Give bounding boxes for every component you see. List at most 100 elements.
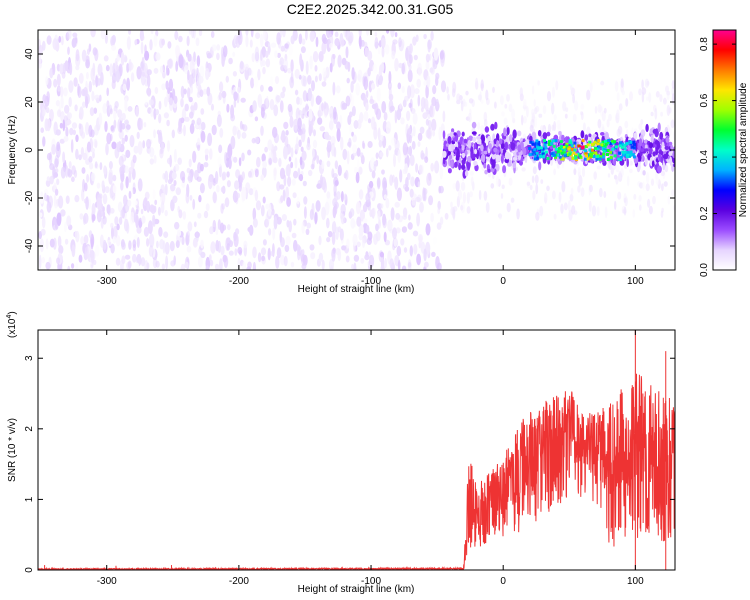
heatmap-cell xyxy=(447,93,450,101)
heatmap-cell xyxy=(642,170,646,176)
heatmap-cell xyxy=(270,250,275,257)
heatmap-cell xyxy=(375,108,382,120)
heatmap-cell xyxy=(74,194,80,203)
heatmap-cell xyxy=(438,126,442,141)
heatmap-cell xyxy=(389,258,394,269)
heatmap-cell xyxy=(188,30,192,35)
heatmap-cell xyxy=(463,138,468,144)
heatmap-cell xyxy=(373,233,378,245)
heatmap-cell xyxy=(506,202,511,213)
heatmap-cell xyxy=(556,150,560,154)
heatmap-cell xyxy=(91,90,95,102)
heatmap-cell xyxy=(205,203,210,212)
heatmap-cell xyxy=(110,222,114,229)
heatmap-y-label: Frequency (Hz) xyxy=(7,116,18,185)
heatmap-cell xyxy=(512,129,517,139)
heatmap-cell xyxy=(294,143,299,152)
heatmap-cell xyxy=(128,167,134,175)
heatmap-cell xyxy=(211,124,217,136)
heatmap-cell xyxy=(262,160,267,169)
heatmap-cell xyxy=(155,52,161,61)
heatmap-cell xyxy=(283,145,288,160)
heatmap-cell xyxy=(447,136,452,145)
heatmap-cell xyxy=(611,147,615,151)
heatmap-cell xyxy=(551,139,555,143)
heatmap-cell xyxy=(522,116,527,124)
heatmap-cell xyxy=(430,162,435,172)
heatmap-cell xyxy=(276,247,282,259)
heatmap-cell xyxy=(211,44,217,52)
heatmap-cell xyxy=(221,171,227,181)
figure-title: C2E2.2025.342.00.31.G05 xyxy=(287,1,454,17)
heatmap-cell xyxy=(216,44,221,51)
heatmap-cell xyxy=(593,140,597,144)
heatmap-cell xyxy=(645,183,650,192)
heatmap-cell xyxy=(417,181,421,188)
heatmap-cell xyxy=(200,130,206,143)
heatmap-cell xyxy=(466,192,470,204)
heatmap-cell xyxy=(652,195,656,205)
heatmap-cell xyxy=(409,43,413,54)
heatmap-cell xyxy=(631,145,635,149)
heatmap-cell xyxy=(319,174,323,188)
heatmap-cell xyxy=(333,106,337,120)
heatmap-cell xyxy=(72,129,77,136)
heatmap-cell xyxy=(245,182,251,194)
heatmap-cell xyxy=(483,150,488,155)
heatmap-cell xyxy=(559,149,563,153)
heatmap-cell xyxy=(136,131,140,140)
heatmap-cell xyxy=(604,139,607,143)
heatmap-cell xyxy=(353,254,360,262)
heatmap-cell xyxy=(449,131,455,137)
heatmap-cell xyxy=(398,62,403,69)
heatmap-cell xyxy=(401,62,406,75)
heatmap-cell xyxy=(409,84,415,99)
heatmap-cell xyxy=(318,235,322,246)
heatmap-cell xyxy=(115,235,121,247)
heatmap-cell xyxy=(584,157,587,161)
heatmap-cell xyxy=(592,155,596,159)
heatmap-cell xyxy=(390,207,395,221)
heatmap-cell xyxy=(187,172,192,184)
heatmap-cell xyxy=(270,76,274,86)
heatmap-cell xyxy=(417,132,423,142)
heatmap-cell xyxy=(617,125,623,135)
heatmap-cell xyxy=(140,257,146,267)
heatmap-cell xyxy=(491,159,496,169)
heatmap-cell xyxy=(38,254,42,269)
heatmap-cell xyxy=(639,148,645,153)
heatmap-cell xyxy=(78,154,82,161)
heatmap-cell xyxy=(282,86,286,93)
heatmap-cell xyxy=(535,139,539,143)
heatmap-cell xyxy=(246,266,251,270)
heatmap-cell xyxy=(207,175,213,190)
heatmap-cell xyxy=(284,135,289,149)
heatmap-cell xyxy=(56,109,62,118)
heatmap-cell xyxy=(294,157,298,169)
heatmap-cell xyxy=(415,196,421,203)
heatmap-cell xyxy=(519,87,523,97)
heatmap-cell xyxy=(54,158,59,169)
heatmap-cell xyxy=(110,38,115,46)
heatmap-cell xyxy=(188,96,193,103)
heatmap-cell xyxy=(539,154,542,158)
heatmap-cell xyxy=(136,237,140,248)
heatmap-cell xyxy=(617,191,622,200)
heatmap-cell xyxy=(78,254,83,263)
heatmap-cell xyxy=(220,203,224,214)
heatmap-cell xyxy=(61,35,64,46)
heatmap-cell xyxy=(586,157,590,161)
heatmap-cell xyxy=(381,169,385,175)
svg-text:(x104): (x104) xyxy=(6,311,18,338)
heatmap-cell xyxy=(171,129,175,139)
heatmap-cell xyxy=(368,180,374,189)
heatmap-cell xyxy=(533,99,536,107)
heatmap-cell xyxy=(117,201,123,213)
heatmap-cell xyxy=(503,127,507,137)
heatmap-cell xyxy=(578,154,582,158)
heatmap-cell xyxy=(510,142,516,151)
heatmap-cell xyxy=(254,168,259,178)
heatmap-cell xyxy=(110,243,115,254)
heatmap-cell xyxy=(419,201,424,213)
heatmap-cell xyxy=(233,91,238,101)
